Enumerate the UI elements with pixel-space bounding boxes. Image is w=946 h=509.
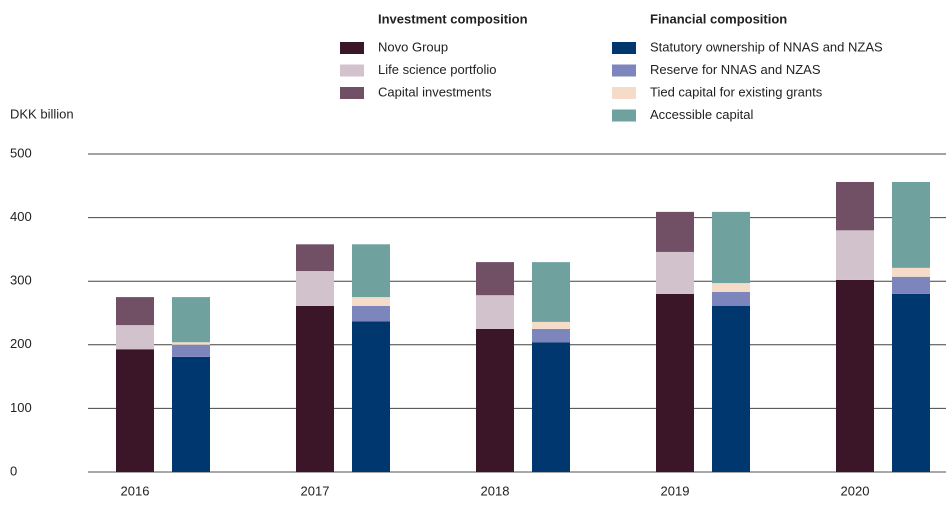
bar-segment: [172, 356, 210, 472]
bar-segment: [296, 306, 334, 472]
legend-label: Life science portfolio: [378, 62, 497, 77]
x-tick-label: 2020: [841, 483, 870, 498]
legend-swatch: [612, 42, 636, 54]
bar-segment: [352, 244, 390, 298]
bar-segment: [476, 262, 514, 296]
legend-label: Tied capital for existing grants: [650, 84, 823, 99]
bar-segment: [836, 230, 874, 280]
y-tick-label: 200: [10, 336, 32, 351]
legend-title: Financial composition: [650, 11, 787, 26]
bar-segment: [892, 293, 930, 472]
y-tick-label: 300: [10, 273, 32, 288]
bar-segment: [172, 344, 210, 357]
bar-segment: [476, 328, 514, 472]
bar-segment: [892, 267, 930, 277]
bar-segment: [532, 342, 570, 472]
bar-segment: [532, 328, 570, 343]
bar-segment: [296, 271, 334, 307]
bar-segment: [172, 342, 210, 345]
y-tick-label: 400: [10, 209, 32, 224]
bar-segment: [352, 297, 390, 307]
bar-segment: [296, 244, 334, 272]
bar-segment: [892, 181, 930, 268]
legend-label: Capital investments: [378, 84, 492, 99]
y-tick-label: 500: [10, 145, 32, 160]
bar-segment: [656, 293, 694, 472]
bar-segment: [712, 211, 750, 284]
bar-segment: [352, 321, 390, 472]
bar-segment: [712, 292, 750, 307]
legend-label: Accessible capital: [650, 107, 753, 122]
legend-label: Novo Group: [378, 39, 448, 54]
legend-swatch: [612, 87, 636, 99]
bar-segment: [116, 297, 154, 326]
legend-swatch: [340, 64, 364, 77]
y-axis-label: DKK billion: [10, 106, 74, 121]
legend-swatch: [340, 87, 364, 99]
x-tick-label: 2018: [481, 483, 510, 498]
bar-segment: [116, 325, 154, 350]
y-tick-label: 100: [10, 400, 32, 415]
bar-segment: [172, 297, 210, 343]
bar-segment: [352, 306, 390, 322]
legend-label: Statutory ownership of NNAS and NZAS: [650, 39, 883, 54]
bar-segment: [116, 349, 154, 472]
legend-title: Investment composition: [378, 11, 528, 26]
legend-label: Reserve for NNAS and NZAS: [650, 62, 821, 77]
y-tick-label: 0: [10, 463, 17, 478]
legend-swatch: [340, 42, 364, 54]
bar-segment: [892, 276, 930, 294]
x-tick-label: 2016: [121, 483, 150, 498]
bar-segment: [532, 321, 570, 329]
bar-segment: [656, 211, 694, 252]
bar-segment: [836, 279, 874, 472]
bar-segment: [836, 181, 874, 231]
bar-segment: [712, 306, 750, 472]
x-tick-label: 2019: [661, 483, 690, 498]
bar-segment: [712, 283, 750, 293]
legend-swatch: [612, 109, 636, 122]
bar-segment: [532, 262, 570, 322]
x-tick-label: 2017: [301, 483, 330, 498]
legend-swatch: [612, 64, 636, 77]
bar-segment: [656, 251, 694, 294]
bar-segment: [476, 295, 514, 329]
